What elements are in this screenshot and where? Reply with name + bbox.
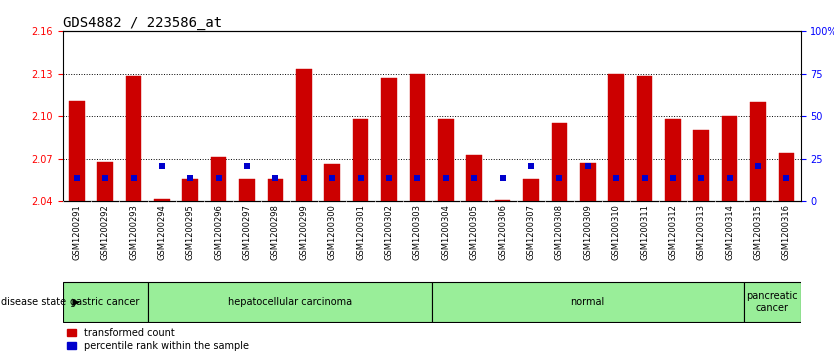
Bar — [636, 76, 652, 201]
Text: GSM1200291: GSM1200291 — [73, 204, 81, 260]
Text: GSM1200295: GSM1200295 — [186, 204, 195, 260]
Bar — [381, 78, 397, 201]
Bar — [324, 164, 340, 201]
Bar — [438, 119, 454, 201]
Bar — [722, 116, 737, 201]
Bar — [148, 282, 432, 322]
Bar — [409, 73, 425, 201]
Bar — [495, 200, 510, 201]
Point — [410, 175, 424, 180]
Text: GSM1200306: GSM1200306 — [498, 204, 507, 260]
Text: disease state  ▶: disease state ▶ — [1, 297, 80, 307]
Text: GSM1200304: GSM1200304 — [441, 204, 450, 260]
Legend: transformed count, percentile rank within the sample: transformed count, percentile rank withi… — [68, 328, 249, 351]
Point — [155, 163, 168, 168]
Text: GSM1200311: GSM1200311 — [640, 204, 649, 260]
Point — [297, 175, 310, 180]
Bar — [296, 69, 312, 201]
Text: GSM1200298: GSM1200298 — [271, 204, 280, 260]
Bar — [211, 158, 227, 201]
Point — [666, 175, 680, 180]
Bar — [665, 119, 681, 201]
Bar — [779, 153, 794, 201]
Text: normal: normal — [570, 297, 605, 307]
Point — [440, 175, 453, 180]
Text: GSM1200292: GSM1200292 — [101, 204, 109, 260]
Bar — [751, 102, 766, 201]
Point — [610, 175, 623, 180]
Text: GSM1200302: GSM1200302 — [384, 204, 394, 260]
Text: GSM1200299: GSM1200299 — [299, 204, 309, 260]
Bar — [98, 162, 113, 201]
Bar — [183, 179, 198, 201]
Text: GSM1200296: GSM1200296 — [214, 204, 224, 260]
Text: pancreatic
cancer: pancreatic cancer — [746, 291, 798, 313]
Point — [638, 175, 651, 180]
Bar — [353, 119, 369, 201]
Point — [581, 163, 595, 168]
Text: gastric cancer: gastric cancer — [70, 297, 140, 307]
Text: GSM1200314: GSM1200314 — [726, 204, 734, 260]
Bar — [580, 163, 595, 201]
Point — [382, 175, 395, 180]
Point — [354, 175, 367, 180]
Bar — [744, 282, 801, 322]
Text: GSM1200294: GSM1200294 — [158, 204, 167, 260]
Text: GSM1200297: GSM1200297 — [243, 204, 252, 260]
Point — [780, 175, 793, 180]
Point — [553, 175, 566, 180]
Point — [127, 175, 140, 180]
Bar — [63, 282, 148, 322]
Text: GSM1200307: GSM1200307 — [526, 204, 535, 260]
Bar — [523, 179, 539, 201]
Bar — [694, 130, 709, 201]
Text: GSM1200312: GSM1200312 — [668, 204, 677, 260]
Bar — [126, 76, 141, 201]
Bar — [466, 155, 482, 201]
Bar — [432, 282, 744, 322]
Bar — [69, 101, 84, 201]
Bar — [551, 123, 567, 201]
Text: GSM1200313: GSM1200313 — [696, 204, 706, 260]
Point — [468, 175, 481, 180]
Text: GDS4882 / 223586_at: GDS4882 / 223586_at — [63, 16, 222, 30]
Point — [325, 175, 339, 180]
Text: GSM1200310: GSM1200310 — [611, 204, 620, 260]
Point — [212, 175, 225, 180]
Point — [240, 163, 254, 168]
Bar — [154, 199, 169, 201]
Text: GSM1200308: GSM1200308 — [555, 204, 564, 260]
Point — [70, 175, 83, 180]
Text: GSM1200303: GSM1200303 — [413, 204, 422, 260]
Text: GSM1200316: GSM1200316 — [782, 204, 791, 260]
Bar — [608, 73, 624, 201]
Bar — [239, 179, 255, 201]
Text: GSM1200300: GSM1200300 — [328, 204, 337, 260]
Text: GSM1200301: GSM1200301 — [356, 204, 365, 260]
Text: GSM1200309: GSM1200309 — [583, 204, 592, 260]
Point — [183, 175, 197, 180]
Point — [525, 163, 538, 168]
Point — [496, 175, 510, 180]
Text: hepatocellular carcinoma: hepatocellular carcinoma — [228, 297, 352, 307]
Text: GSM1200315: GSM1200315 — [754, 204, 762, 260]
Text: GSM1200305: GSM1200305 — [470, 204, 479, 260]
Point — [98, 175, 112, 180]
Bar — [268, 179, 284, 201]
Text: GSM1200293: GSM1200293 — [129, 204, 138, 260]
Point — [695, 175, 708, 180]
Point — [269, 175, 282, 180]
Point — [723, 175, 736, 180]
Point — [751, 163, 765, 168]
